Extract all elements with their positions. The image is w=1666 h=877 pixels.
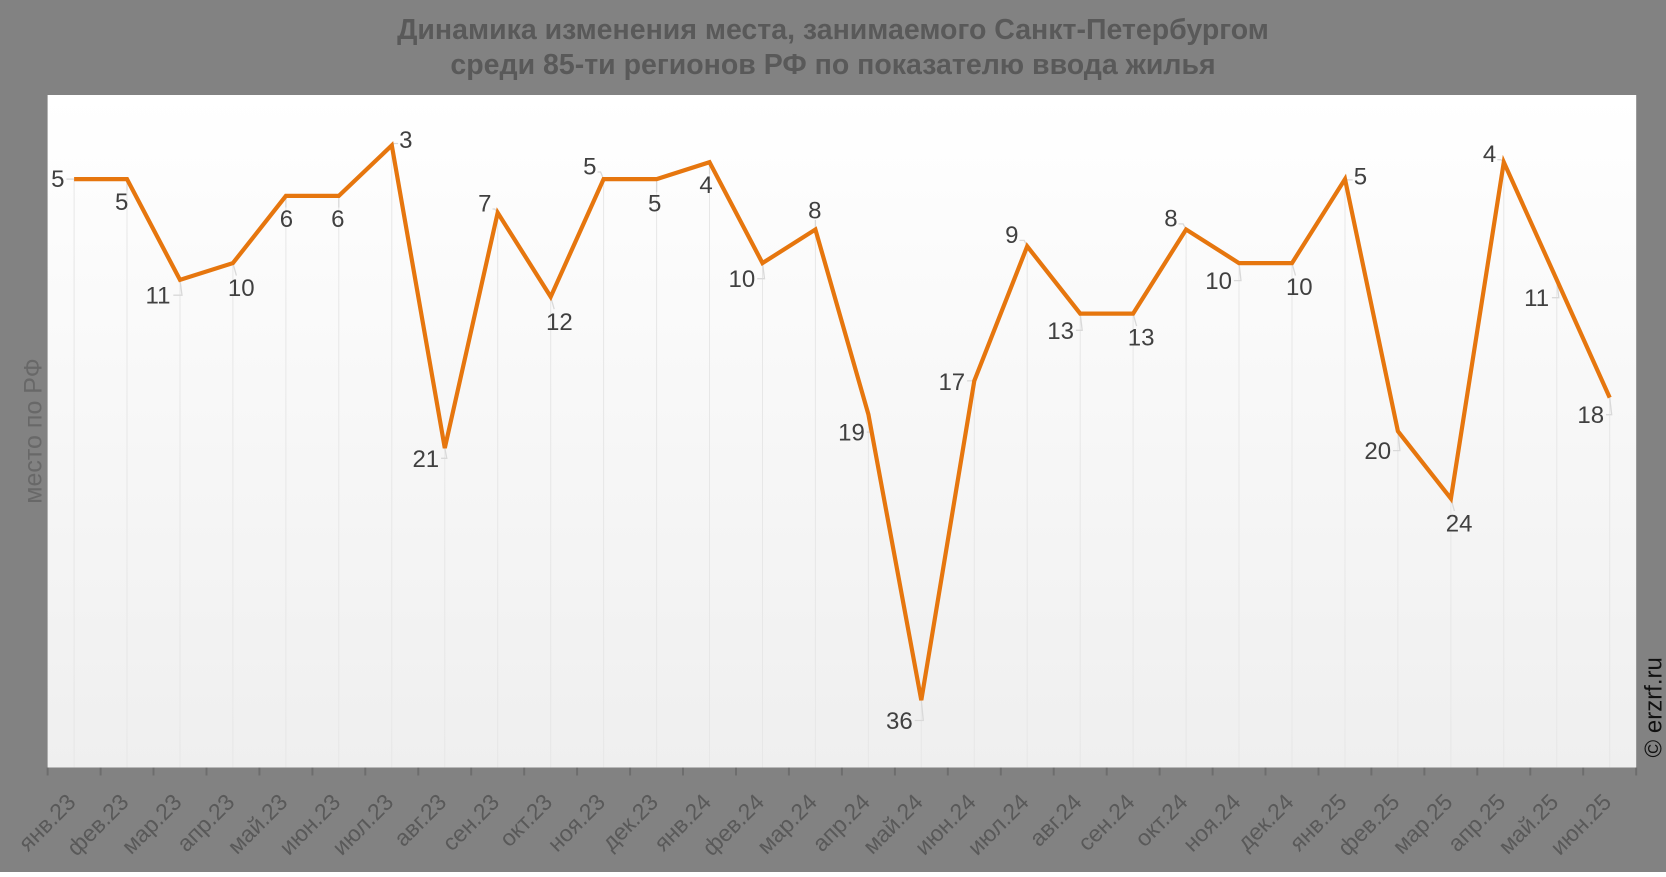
svg-text:10: 10 — [729, 266, 756, 293]
svg-text:10: 10 — [1286, 274, 1313, 301]
svg-text:21: 21 — [412, 446, 439, 473]
svg-text:5: 5 — [115, 189, 128, 216]
svg-text:5: 5 — [648, 191, 661, 218]
svg-text:6: 6 — [280, 206, 293, 233]
svg-text:10: 10 — [1205, 268, 1232, 295]
svg-text:20: 20 — [1364, 438, 1391, 465]
svg-text:24: 24 — [1446, 511, 1473, 538]
svg-text:5: 5 — [583, 154, 596, 181]
svg-text:среди 85-ти регионов РФ по пок: среди 85-ти регионов РФ по показателю вв… — [450, 49, 1215, 81]
svg-text:36: 36 — [886, 708, 913, 735]
svg-text:4: 4 — [699, 172, 712, 199]
svg-text:место по РФ: место по РФ — [20, 358, 48, 503]
svg-text:17: 17 — [938, 369, 965, 396]
svg-text:5: 5 — [1354, 163, 1367, 190]
svg-text:6: 6 — [331, 206, 344, 233]
svg-text:18: 18 — [1577, 402, 1604, 429]
svg-text:10: 10 — [228, 275, 255, 302]
svg-text:11: 11 — [146, 283, 171, 310]
svg-text:7: 7 — [478, 191, 491, 218]
svg-text:12: 12 — [546, 309, 573, 336]
svg-text:4: 4 — [1483, 141, 1496, 168]
svg-text:9: 9 — [1005, 222, 1018, 249]
svg-text:Динамика изменения места, зани: Динамика изменения места, занимаемого Са… — [397, 14, 1269, 46]
svg-text:3: 3 — [399, 127, 412, 154]
svg-text:8: 8 — [808, 197, 821, 224]
svg-text:5: 5 — [51, 166, 64, 193]
svg-text:13: 13 — [1047, 318, 1074, 345]
svg-text:8: 8 — [1164, 205, 1177, 232]
svg-text:19: 19 — [838, 420, 865, 447]
svg-text:13: 13 — [1128, 324, 1155, 351]
svg-text:11: 11 — [1524, 285, 1549, 312]
svg-text:© erzrf.ru: © erzrf.ru — [1641, 657, 1666, 757]
